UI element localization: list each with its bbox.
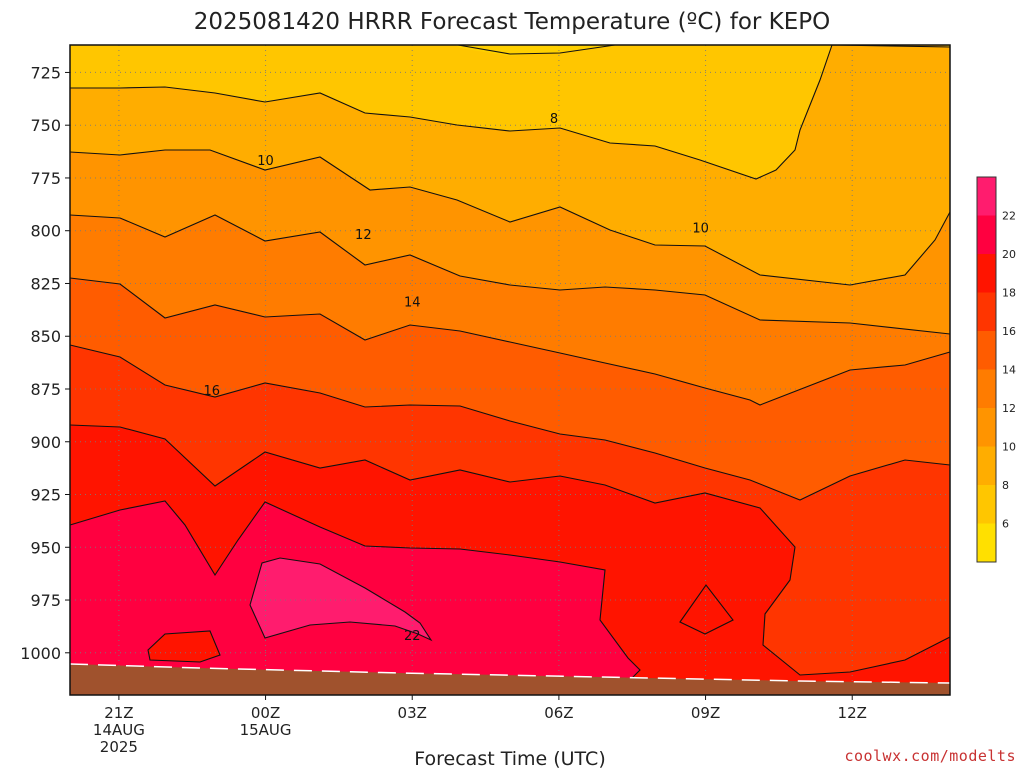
y-tick-label: 825 [30, 274, 61, 293]
colorbar-swatch [977, 485, 996, 524]
contour-line-8 [70, 44, 951, 180]
credit-link[interactable]: coolwx.com/modelts [844, 747, 1016, 765]
colorbar-swatch [977, 369, 996, 409]
colorbar-swatch [977, 177, 996, 216]
colorbar-label: 14 [1002, 364, 1016, 377]
contour-label: 8 [550, 112, 558, 127]
colorbar-label: 10 [1002, 441, 1016, 454]
fill-band-6-8 [70, 45, 950, 179]
fill-band-10-12 [70, 150, 950, 334]
contour-label: 10 [692, 222, 709, 237]
y-tick-label: 1000 [20, 644, 61, 663]
y-tick-label: 950 [30, 538, 61, 557]
y-axis: 725 750 775 800 825 850 875 900 925 950 975 1000 [20, 63, 70, 663]
fill-band-top-cap [455, 45, 620, 56]
colorbar-swatch [977, 408, 996, 447]
colorbar-swatch [977, 254, 996, 293]
contour-label: 12 [355, 228, 372, 243]
contour-label: 16 [204, 384, 221, 399]
colorbar-swatch [977, 523, 996, 563]
y-tick-label: 800 [30, 222, 61, 241]
y-tick-label: 875 [30, 380, 61, 399]
x-tick-label: 03Z [398, 704, 427, 722]
colorbar-swatch [977, 215, 996, 255]
fill-band-12-14 [70, 215, 950, 405]
fill-band-pocket-09z [680, 585, 733, 634]
plot-frame [69, 44, 951, 696]
contour-line-22 [249, 557, 433, 642]
colorbar-label: 6 [1002, 518, 1009, 531]
colorbar-swatch [977, 292, 996, 332]
fill-band-18-20 [70, 425, 950, 690]
y-tick-label: 850 [30, 327, 61, 346]
fill-band-22-24 [250, 558, 431, 640]
x-tick-label: 14AUG [93, 721, 145, 739]
ground-terrain [70, 664, 950, 695]
x-tick-label: 00Z [251, 704, 280, 722]
contour-line-18-pocket [679, 584, 734, 635]
chart-title: 2025081420 HRRR Forecast Temperature (ºC… [194, 9, 831, 35]
colorbar-label: 22 [1002, 210, 1016, 223]
contour-line-16 [69, 344, 951, 501]
colorbar-label: 16 [1002, 325, 1016, 338]
contour-line-20 [69, 500, 641, 691]
x-tick-label: 2025 [100, 738, 138, 756]
y-tick-label: 975 [30, 591, 61, 610]
colorbar-label: 12 [1002, 402, 1016, 415]
contour-line-6 [457, 44, 616, 55]
x-tick-label: 21Z [104, 704, 133, 722]
contour-line-10 [69, 149, 951, 286]
fill-band-16-18 [70, 345, 950, 675]
x-tick-label: 06Z [544, 704, 573, 722]
contour-label: 14 [404, 296, 421, 311]
plot-area [69, 44, 951, 696]
ground-surface-line [69, 663, 951, 684]
contour-label: 22 [404, 629, 421, 644]
colorbar: 6 8 10 12 14 16 18 20 22 [976, 176, 1016, 563]
colorbar-swatch [977, 331, 996, 370]
contour-line-18 [69, 424, 951, 676]
colorbar-label: 20 [1002, 248, 1016, 261]
x-axis-label: Forecast Time (UTC) [414, 748, 605, 768]
x-tick-label: 15AUG [240, 721, 292, 739]
y-tick-label: 925 [30, 486, 61, 505]
fill-band-pocket-22z [148, 631, 220, 662]
contour-lines [69, 44, 951, 691]
y-tick-label: 900 [30, 433, 61, 452]
colorbar-label: 18 [1002, 287, 1016, 300]
contour-label: 10 [257, 154, 274, 169]
colorbar-label: 8 [1002, 479, 1009, 492]
y-tick-label: 725 [30, 63, 61, 82]
colorbar-swatch [977, 446, 996, 486]
x-tick-label: 09Z [691, 704, 720, 722]
contour-line-14 [69, 277, 951, 406]
y-tick-label: 750 [30, 116, 61, 135]
x-tick-label: 12Z [838, 704, 867, 722]
contour-labels: 8 10 10 12 14 16 22 [204, 112, 709, 644]
y-tick-label: 775 [30, 169, 61, 188]
colorbar-frame [976, 176, 997, 563]
contour-line-20-pocket [147, 630, 221, 663]
contour-line-12 [69, 214, 951, 335]
